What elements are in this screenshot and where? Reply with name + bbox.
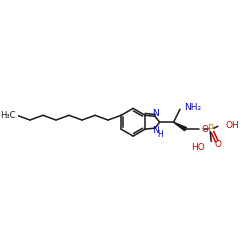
- Text: N: N: [152, 126, 159, 136]
- Text: P: P: [208, 124, 214, 134]
- Text: NH₂: NH₂: [184, 103, 202, 112]
- Text: OH: OH: [225, 121, 239, 130]
- Text: H: H: [157, 130, 163, 139]
- Text: N: N: [152, 109, 159, 118]
- Text: O: O: [214, 140, 221, 149]
- Polygon shape: [174, 122, 186, 131]
- Text: O: O: [201, 125, 208, 134]
- Text: HO: HO: [191, 143, 205, 152]
- Text: H₃C: H₃C: [0, 111, 16, 120]
